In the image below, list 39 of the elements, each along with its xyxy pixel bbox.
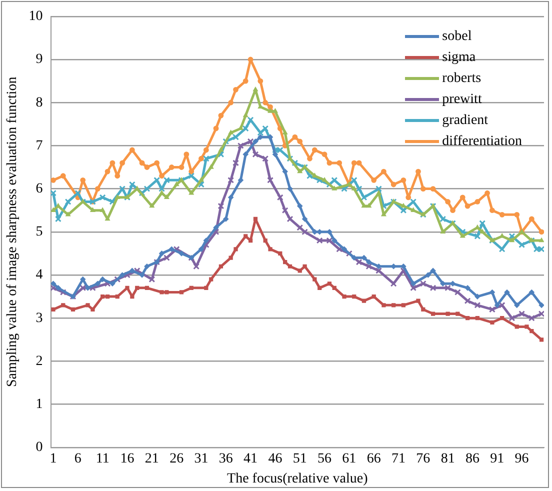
x-tick-label: 46 — [268, 451, 282, 466]
x-tick-label: 41 — [244, 451, 258, 466]
x-tick-label: 51 — [292, 451, 307, 466]
y-tick-label: 0 — [36, 440, 43, 456]
y-tick-label: 9 — [36, 52, 43, 68]
y-tick-label: 4 — [36, 268, 43, 283]
x-tick-label: 86 — [465, 451, 480, 466]
y-axis-title: Sampling value of image sharpness evaluation function — [5, 76, 20, 388]
x-tick-label: 36 — [218, 451, 233, 466]
x-tick-label: 56 — [318, 451, 332, 466]
x-tick-label: 91 — [490, 451, 504, 466]
y-tick-label: 10 — [28, 9, 43, 24]
x-tick-label: 11 — [96, 451, 110, 466]
y-tick-label: 1 — [36, 396, 43, 412]
x-tick-label: 66 — [366, 451, 381, 466]
y-tick-label: 6 — [36, 181, 43, 196]
y-tick-label: 2 — [36, 354, 43, 369]
x-tick-label: 81 — [440, 451, 455, 466]
x-tick-label: 26 — [170, 451, 184, 466]
legend-label: prewitt — [442, 91, 482, 109]
y-tick-label: 3 — [36, 310, 43, 326]
x-tick-label: 71 — [392, 451, 406, 466]
y-tick-label: 8 — [36, 95, 43, 110]
legend-label: sigma — [442, 49, 476, 67]
x-axis-title: The focus(relative value) — [227, 471, 368, 486]
x-tick-label: 6 — [74, 451, 82, 466]
legend-label: roberts — [442, 70, 482, 88]
x-tick-label: 96 — [514, 451, 529, 466]
legend-label: sobel — [442, 28, 472, 46]
x-tick-label: 16 — [120, 451, 134, 466]
y-tick-label: 7 — [36, 138, 43, 154]
x-tick-label: 76 — [416, 451, 430, 466]
x-tick-label: 21 — [144, 451, 159, 466]
x-tick-label: 61 — [342, 451, 356, 466]
x-tick-label: 31 — [194, 451, 208, 466]
y-tick-label: 5 — [36, 224, 43, 240]
legend-label: differentiation — [442, 133, 522, 151]
legend-label: gradient — [442, 112, 488, 130]
x-tick-label: 1 — [50, 451, 57, 466]
